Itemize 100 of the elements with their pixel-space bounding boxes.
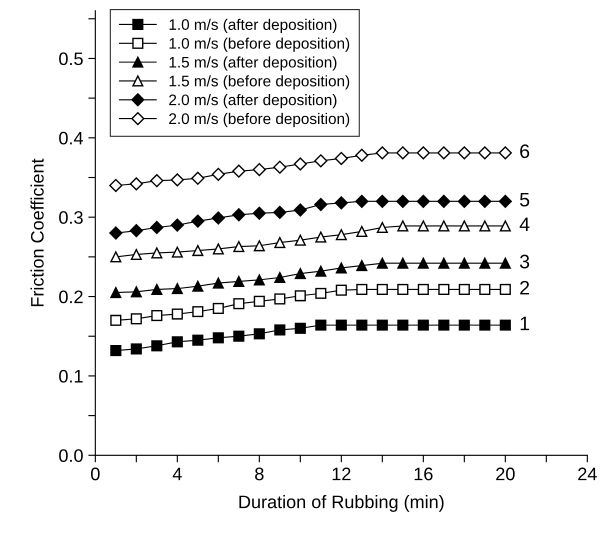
- point: [254, 328, 265, 340]
- point: [355, 194, 368, 208]
- point: [376, 320, 388, 331]
- y-tick-label: 0.3: [59, 211, 83, 224]
- point: [170, 173, 184, 186]
- point: [416, 146, 430, 160]
- point: [130, 248, 142, 260]
- point: [294, 203, 307, 217]
- point: [315, 320, 326, 331]
- point: [418, 320, 429, 331]
- point: [151, 310, 162, 322]
- point: [458, 258, 470, 269]
- point: [356, 226, 368, 238]
- point: [151, 340, 162, 352]
- point: [294, 157, 307, 171]
- point: [130, 313, 142, 324]
- point: [479, 258, 490, 269]
- point: [356, 320, 368, 331]
- point: [355, 148, 368, 162]
- point: [130, 177, 143, 190]
- point: [212, 243, 224, 254]
- legend-label: 1.5 m/s (before deposition): [170, 75, 350, 90]
- point: [458, 220, 470, 232]
- annotation: 1: [520, 316, 530, 330]
- point: [498, 194, 512, 208]
- x-tick-label: 0: [91, 468, 100, 480]
- x-tick-label: 24: [578, 468, 597, 480]
- point: [458, 194, 471, 208]
- point: [356, 260, 368, 272]
- point: [336, 262, 347, 274]
- legend-label: 2.0 m/s (after deposition): [169, 94, 336, 108]
- point: [294, 290, 306, 302]
- annotation: 2: [520, 280, 530, 294]
- point: [314, 198, 328, 212]
- point: [315, 266, 326, 277]
- point: [110, 344, 122, 356]
- point: [294, 322, 306, 334]
- point: [458, 320, 470, 331]
- point: [274, 324, 286, 336]
- legend-label: 1.5 m/s (after deposition): [170, 56, 336, 71]
- point: [438, 284, 450, 295]
- point: [376, 146, 389, 160]
- point: [498, 146, 512, 160]
- x-tick-label: 4: [172, 468, 182, 480]
- point: [478, 146, 492, 160]
- point: [458, 284, 470, 295]
- x-tick-label: 8: [255, 468, 264, 480]
- point: [334, 152, 348, 166]
- point: [274, 293, 286, 304]
- y-tick-label: 0.4: [59, 132, 83, 145]
- point: [397, 220, 408, 232]
- point: [110, 314, 122, 326]
- point: [315, 288, 326, 299]
- point: [150, 174, 164, 188]
- point: [232, 208, 246, 222]
- point: [315, 231, 326, 243]
- x-tick-label: 16: [414, 468, 433, 480]
- point: [192, 334, 204, 346]
- point: [397, 258, 408, 269]
- point: [233, 276, 244, 288]
- point: [438, 258, 450, 269]
- point: [336, 320, 347, 331]
- point: [212, 302, 224, 314]
- point: [376, 194, 389, 208]
- point: [500, 284, 511, 295]
- point: [170, 218, 184, 232]
- point: [479, 284, 490, 295]
- point: [233, 330, 244, 342]
- point: [192, 244, 204, 256]
- y-tick-label: 0.2: [59, 290, 83, 304]
- point: [294, 234, 306, 246]
- point: [376, 222, 388, 234]
- point: [172, 308, 183, 320]
- y-tick-label: 0.0: [59, 449, 83, 462]
- annotation: 3: [520, 254, 530, 268]
- legend-label: 2.0 m/s (before deposition): [169, 112, 350, 128]
- legend-label: 1.0 m/s (before deposition): [170, 38, 350, 52]
- point: [479, 320, 490, 331]
- point: [110, 287, 122, 298]
- point: [437, 194, 450, 208]
- point: [336, 284, 347, 296]
- annotation: 6: [520, 144, 530, 158]
- point: [458, 146, 471, 160]
- point: [212, 211, 225, 225]
- point: [254, 240, 265, 252]
- point: [192, 280, 204, 292]
- point: [109, 226, 122, 240]
- point: [500, 258, 511, 269]
- point: [294, 268, 306, 280]
- point: [438, 220, 450, 232]
- point: [151, 247, 162, 258]
- point: [376, 284, 388, 295]
- point: [212, 332, 224, 344]
- x-tick-label: 12: [332, 468, 350, 480]
- y-tick-label: 0.1: [59, 370, 83, 383]
- point: [397, 284, 408, 295]
- point: [233, 298, 244, 310]
- point: [274, 272, 286, 284]
- point: [396, 194, 410, 208]
- x-tick-label: 20: [496, 468, 515, 480]
